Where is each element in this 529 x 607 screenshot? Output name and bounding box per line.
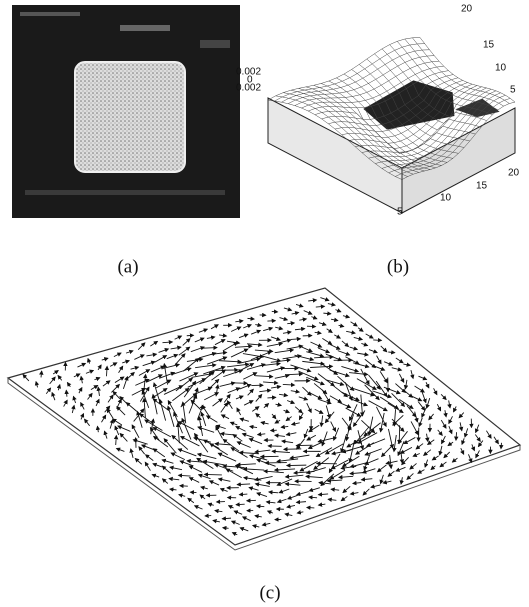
axis-label: 15 bbox=[483, 40, 495, 51]
axis-label: 15 bbox=[476, 181, 488, 192]
axis-label: 0.002 bbox=[236, 83, 261, 94]
vector-arrow bbox=[272, 311, 278, 312]
vector-arrow bbox=[223, 528, 229, 529]
vector-arrow bbox=[203, 348, 217, 349]
panel-label: (b) bbox=[387, 256, 409, 277]
vector-arrow bbox=[66, 390, 67, 396]
axis-label: 10 bbox=[440, 193, 452, 204]
vector-arrow bbox=[204, 474, 221, 475]
vector-arrow bbox=[267, 397, 275, 398]
vector-arrow bbox=[239, 494, 247, 495]
vector-arrow bbox=[291, 339, 301, 340]
vector-arrow bbox=[283, 384, 295, 385]
axis-label: 5 bbox=[397, 207, 403, 218]
figure: (a) 20 15 10 5 0.002 0 0.002 20 15 10 5 … bbox=[0, 0, 529, 607]
panel-label: (c) bbox=[259, 582, 280, 603]
axis-label: 20 bbox=[461, 4, 473, 15]
panel-c-plate bbox=[8, 288, 520, 550]
panel-label: (a) bbox=[117, 256, 138, 277]
axis-label: 5 bbox=[510, 85, 516, 96]
axis-label: 10 bbox=[495, 63, 507, 74]
vector-arrow bbox=[106, 366, 107, 376]
vector-arrow bbox=[116, 436, 117, 445]
vector-arrow bbox=[456, 432, 457, 440]
vector-arrow bbox=[373, 340, 381, 341]
vector-arrow bbox=[501, 443, 502, 449]
panel-a-image bbox=[12, 5, 240, 218]
dark-region bbox=[363, 80, 454, 129]
axis-label: 20 bbox=[508, 168, 520, 179]
vector-arrow bbox=[399, 425, 400, 443]
